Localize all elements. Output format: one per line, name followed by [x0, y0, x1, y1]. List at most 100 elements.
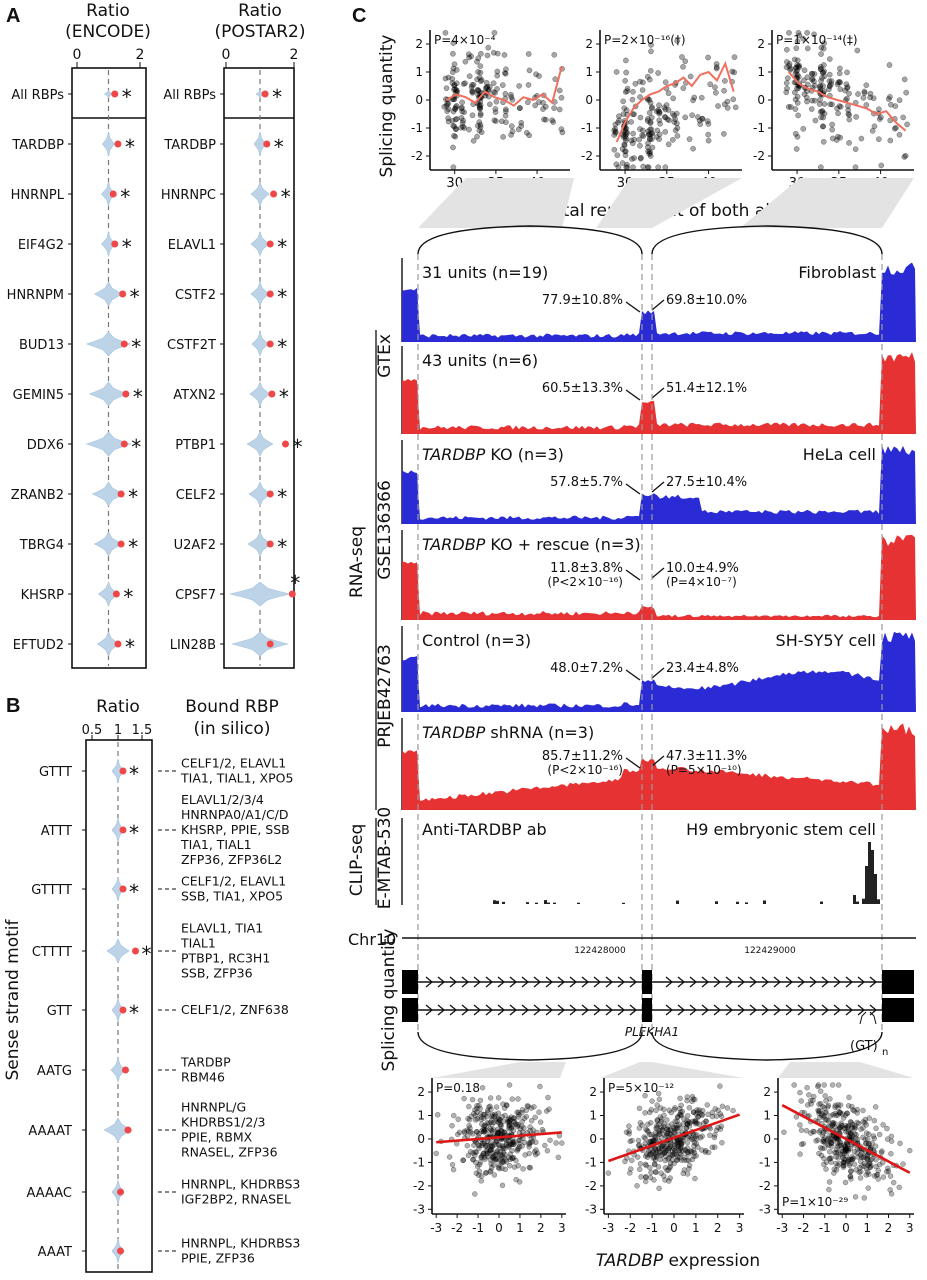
- top-point: [804, 29, 810, 36]
- bound-rbp-text: SSB, TIA1, XPO5: [181, 889, 283, 904]
- top-point: [794, 71, 801, 78]
- top-point: [674, 38, 680, 44]
- top-point: [640, 163, 647, 170]
- bottom-p-label: P=5×10⁻¹²: [608, 1081, 674, 1095]
- top-point: [804, 81, 811, 88]
- right-junction-pct: 51.4±12.1%: [666, 381, 747, 396]
- bottom-point: [455, 1131, 461, 1138]
- bottom-point: [851, 1161, 858, 1167]
- top-point: [793, 146, 800, 152]
- top-point: [697, 121, 704, 127]
- bottom-x-tick: 1: [692, 1221, 700, 1235]
- top-point: [705, 121, 712, 127]
- top-point: [826, 56, 833, 62]
- top-point: [903, 89, 909, 96]
- top-point: [654, 134, 660, 140]
- postar-row-label: All RBPs: [163, 88, 216, 103]
- top-point: [540, 106, 546, 112]
- motif-label: AAAAT: [28, 1124, 72, 1139]
- bottom-point: [545, 1094, 551, 1101]
- bottom-point: [674, 1118, 680, 1124]
- top-point: [892, 125, 898, 132]
- top-point: [867, 94, 873, 101]
- bottom-point: [515, 1109, 522, 1116]
- bottom-point: [536, 1109, 542, 1115]
- bottom-point: [507, 1117, 513, 1124]
- bottom-point: [694, 1120, 700, 1126]
- top-point: [517, 105, 523, 111]
- prjeb-label: PRJEB42763: [375, 644, 395, 748]
- bottom-point: [514, 1148, 521, 1154]
- top-point: [647, 153, 654, 159]
- left-junction-pct: 48.0±7.2%: [550, 661, 623, 676]
- bottom-point: [828, 1140, 834, 1146]
- postar-row-label: TARDBP: [163, 138, 216, 153]
- bound-rbp-text: TIA1, TIAL1: [180, 837, 252, 852]
- top-point: [821, 101, 828, 107]
- bottom-point: [675, 1145, 682, 1152]
- chr-pos-2: 122429000: [744, 946, 796, 956]
- bottom-y-tick: 1: [589, 1109, 597, 1123]
- top-point: [459, 120, 466, 126]
- bottom-point: [654, 1123, 660, 1129]
- top-point: [699, 116, 706, 122]
- encode-sig-star: *: [120, 185, 130, 209]
- bottom-point: [832, 1104, 838, 1110]
- bottom-point: [871, 1173, 878, 1179]
- bottom-point: [500, 1145, 506, 1152]
- postar-sig-star: *: [281, 185, 291, 209]
- left-junction-pct: 60.5±13.3%: [542, 381, 623, 396]
- bottom-point: [488, 1106, 494, 1113]
- top-point: [450, 164, 457, 170]
- bottom-y-tick: -2: [759, 1179, 771, 1193]
- top-point: [646, 136, 653, 142]
- bottom-point: [693, 1141, 699, 1147]
- top-point: [624, 130, 631, 136]
- top-y-tick: 1: [757, 65, 765, 79]
- clip-bar: [853, 895, 856, 904]
- top-point: [469, 112, 476, 119]
- bottom-point: [711, 1134, 718, 1141]
- clip-bar: [526, 902, 529, 904]
- bottom-point: [851, 1149, 858, 1155]
- bottom-point: [684, 1097, 690, 1104]
- postar-row-label: ATXN2: [173, 388, 216, 403]
- panel-a-violins: All RBPs * TARDBP * HNRNPL * EIF4G2 * HNRNPM * BUD…: [7, 62, 303, 669]
- panel-c-label: C: [352, 5, 366, 27]
- bottom-point: [636, 1125, 643, 1131]
- bottom-point: [880, 1159, 886, 1166]
- bottom-point: [876, 1131, 883, 1138]
- bottom-point: [634, 1183, 640, 1189]
- top-point: [686, 136, 693, 142]
- top-point: [816, 101, 823, 107]
- top-point: [647, 99, 654, 106]
- top-point: [722, 78, 728, 84]
- top-point: [826, 86, 832, 93]
- postar-violin: [250, 231, 270, 257]
- postar-ratio-point: [266, 340, 274, 348]
- bottom-point: [709, 1144, 716, 1151]
- postar-sig-star: *: [277, 335, 287, 359]
- top-point: [451, 133, 457, 139]
- top-point: [648, 136, 655, 143]
- bottom-y-tick: -2: [413, 1179, 425, 1193]
- top-point: [551, 105, 557, 111]
- top-point: [664, 116, 671, 123]
- bottom-point: [832, 1135, 838, 1142]
- bound-rbp-text: ZFP36, ZFP36L2: [181, 852, 282, 867]
- encode-sig-star: *: [128, 485, 138, 509]
- top-point: [672, 116, 678, 122]
- bound-rbp-text: HNRNPL, KHDRBS3: [181, 1236, 300, 1251]
- top-point: [501, 52, 508, 58]
- motif-label: AAAT: [38, 1245, 72, 1260]
- top-point: [491, 117, 498, 124]
- bottom-point: [681, 1157, 687, 1163]
- top-point: [826, 78, 833, 84]
- top-point: [637, 155, 644, 162]
- bottom-point: [467, 1149, 474, 1155]
- bottom-point: [672, 1118, 678, 1125]
- top-point: [623, 125, 630, 132]
- bound-rbp-text: HNRNPA0/A1/C/D: [181, 807, 289, 822]
- top-point: [712, 84, 718, 91]
